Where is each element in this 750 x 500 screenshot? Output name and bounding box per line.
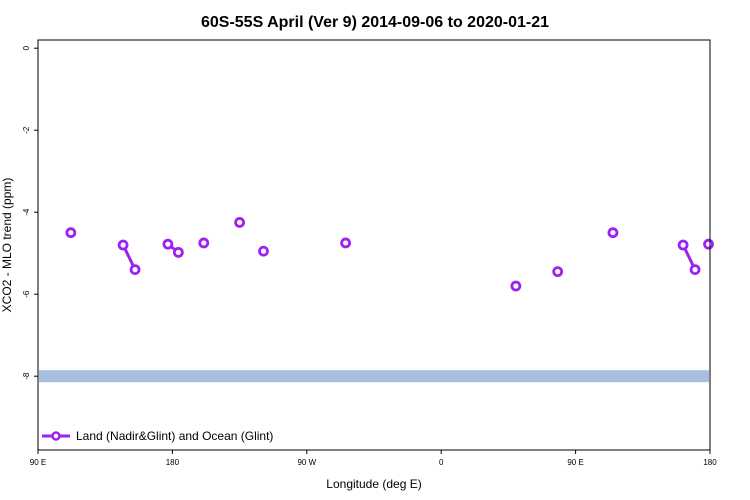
legend: Land (Nadir&Glint) and Ocean (Glint) bbox=[42, 429, 273, 443]
data-point bbox=[172, 246, 184, 258]
data-point bbox=[234, 217, 246, 228]
plot-frame bbox=[37, 39, 711, 451]
y-axis: 0 -2 -4 -6 -8 bbox=[22, 45, 38, 380]
data-point bbox=[703, 238, 714, 250]
x-tick-label: 90 W bbox=[297, 458, 316, 467]
data-point bbox=[258, 245, 269, 257]
y-tick-label: -2 bbox=[22, 126, 31, 134]
reference-band bbox=[39, 370, 709, 383]
y-tick-label: -6 bbox=[22, 290, 31, 298]
data-point bbox=[689, 264, 701, 276]
legend-marker bbox=[51, 431, 61, 441]
data-point bbox=[340, 237, 352, 249]
data-point bbox=[510, 280, 522, 292]
plot-area bbox=[39, 217, 714, 383]
legend-label: Land (Nadir&Glint) and Ocean (Glint) bbox=[76, 429, 273, 443]
data-point bbox=[129, 264, 141, 276]
x-tick-label: 90 E bbox=[567, 458, 583, 467]
y-tick-label: -4 bbox=[22, 208, 31, 216]
x-tick-label: 180 bbox=[703, 458, 717, 467]
x-tick-label: 0 bbox=[439, 458, 444, 467]
data-point bbox=[117, 239, 129, 251]
data-point bbox=[162, 238, 174, 250]
x-tick-label: 90 E bbox=[30, 458, 46, 467]
x-axis-label: Longitude (deg E) bbox=[326, 477, 421, 491]
y-tick-label: 0 bbox=[22, 45, 31, 50]
x-axis: 90 E 180 90 W 0 90 E 180 bbox=[30, 450, 717, 467]
data-point bbox=[607, 227, 619, 239]
data-point bbox=[552, 266, 564, 278]
data-point bbox=[198, 237, 210, 249]
y-tick-label: -8 bbox=[22, 372, 31, 380]
data-point bbox=[677, 239, 689, 251]
x-tick-label: 180 bbox=[166, 458, 180, 467]
chart-title: 60S-55S April (Ver 9) 2014-09-06 to 2020… bbox=[201, 14, 549, 31]
y-axis-label: XCO2 - MLO trend (ppm) bbox=[0, 178, 14, 313]
data-point bbox=[65, 227, 77, 239]
